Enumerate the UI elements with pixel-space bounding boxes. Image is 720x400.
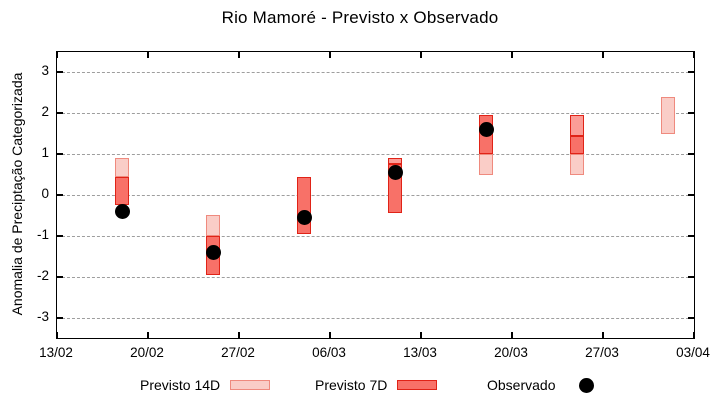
gridline xyxy=(57,154,694,156)
gridline xyxy=(57,235,694,237)
chart-title: Rio Mamoré - Previsto x Observado xyxy=(221,8,499,27)
x-tick-mark-top xyxy=(602,52,604,58)
y-tick-label: 1 xyxy=(41,145,49,161)
x-tick-label: 20/02 xyxy=(130,345,164,360)
legend-swatch-previsto-14d-icon xyxy=(230,380,271,390)
legend-item-observado: Observado xyxy=(487,376,595,394)
y-tick-label: 0 xyxy=(41,186,49,201)
forecast-band-mid xyxy=(570,115,584,136)
y-tick-label: -2 xyxy=(36,267,49,283)
x-tick-mark-bottom xyxy=(693,332,695,338)
x-tick-mark-bottom xyxy=(511,332,513,338)
observado-dot xyxy=(478,122,494,138)
x-tick-label: 20/03 xyxy=(494,345,528,360)
y-tick-mark-right xyxy=(688,153,694,156)
x-tick-label: 13/02 xyxy=(39,345,73,360)
y-tick-mark-right xyxy=(688,275,694,278)
y-tick-mark-right xyxy=(688,316,694,319)
y-tick-mark-left xyxy=(57,234,63,237)
x-tick-mark-top xyxy=(511,52,513,58)
y-tick-mark-left xyxy=(57,112,63,115)
y-tick-mark-right xyxy=(688,71,694,74)
x-tick-mark-top xyxy=(238,52,240,58)
forecast-band-p7 xyxy=(570,135,584,155)
legend-item-previsto-7d: Previsto 7D xyxy=(315,376,438,394)
observado-dot xyxy=(387,165,403,181)
x-tick-mark-bottom xyxy=(238,332,240,338)
forecast-band-p7 xyxy=(115,176,129,206)
x-tick-mark-top xyxy=(420,52,422,58)
forecast-band-p14 xyxy=(206,215,220,236)
gridline xyxy=(57,195,694,196)
legend-item-previsto-14d: Previsto 14D xyxy=(140,376,271,394)
x-tick-mark-bottom xyxy=(602,332,604,338)
gridline xyxy=(57,317,694,319)
y-tick-mark-left xyxy=(57,71,63,74)
forecast-band-p7 xyxy=(297,176,311,234)
x-tick-mark-top xyxy=(56,52,58,58)
x-tick-mark-bottom xyxy=(329,332,331,338)
forecast-band-p14 xyxy=(115,158,129,177)
forecast-band-p14 xyxy=(661,96,675,134)
forecast-band-p14 xyxy=(479,154,493,175)
x-tick-label: 03/04 xyxy=(676,345,710,360)
legend-label-previsto-7d: Previsto 7D xyxy=(315,377,388,393)
forecast-band-p14 xyxy=(570,154,584,175)
y-tick-mark-right xyxy=(688,112,694,115)
plot-area xyxy=(56,51,695,339)
x-tick-mark-bottom xyxy=(147,332,149,338)
y-tick-mark-left xyxy=(57,194,63,196)
observado-dot xyxy=(296,209,312,225)
observado-dot xyxy=(114,203,130,219)
x-tick-mark-bottom xyxy=(420,332,422,338)
y-tick-label: -1 xyxy=(36,226,49,242)
x-tick-label: 06/03 xyxy=(312,345,346,360)
x-tick-label: 27/02 xyxy=(221,345,255,360)
legend-swatch-previsto-7d-icon xyxy=(397,380,438,390)
forecast-band-mid xyxy=(388,158,402,165)
y-tick-label: 2 xyxy=(41,104,49,120)
x-tick-label: 13/03 xyxy=(403,345,437,360)
gridline xyxy=(57,113,694,115)
x-tick-mark-bottom xyxy=(56,332,58,338)
x-tick-label: 27/03 xyxy=(585,345,619,360)
y-tick-mark-left xyxy=(57,316,63,319)
y-tick-mark-right xyxy=(688,234,694,237)
y-tick-mark-left xyxy=(57,153,63,156)
y-tick-label: 3 xyxy=(41,63,49,79)
gridline xyxy=(57,276,694,278)
legend-label-previsto-14d: Previsto 14D xyxy=(140,377,221,393)
gridline xyxy=(57,72,694,74)
x-tick-mark-top xyxy=(693,52,695,58)
x-tick-mark-top xyxy=(329,52,331,58)
legend-label-observado: Observado xyxy=(487,377,556,393)
x-tick-mark-top xyxy=(147,52,149,58)
legend-observado-dot-icon xyxy=(579,377,595,393)
y-tick-mark-right xyxy=(688,194,694,196)
y-tick-mark-left xyxy=(57,275,63,278)
y-tick-label: -3 xyxy=(36,308,49,324)
observado-dot xyxy=(205,244,221,260)
